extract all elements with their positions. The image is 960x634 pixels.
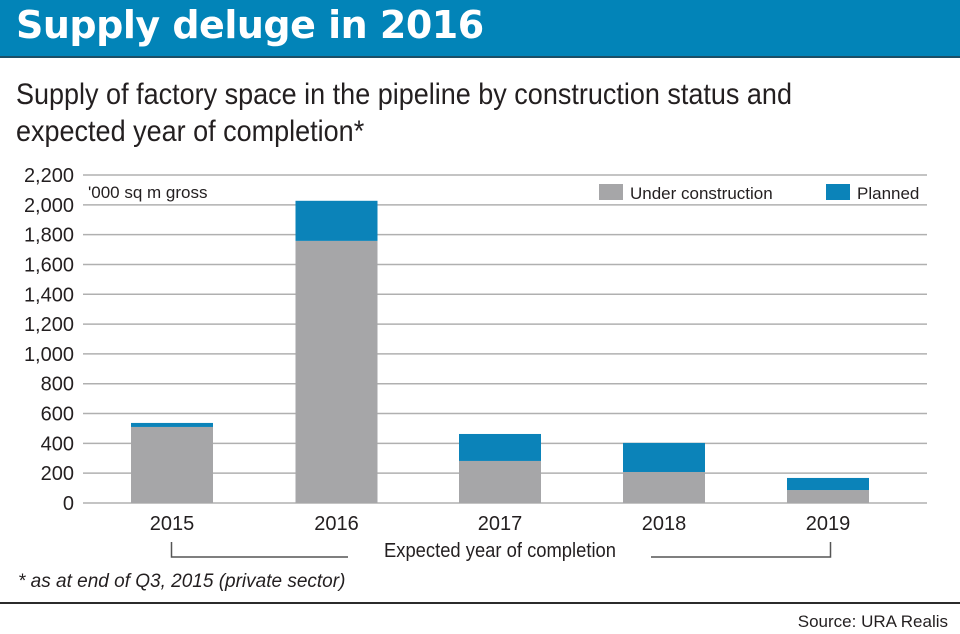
y-tick-label: 1,200 (24, 314, 74, 336)
bar-planned-2019 (787, 477, 869, 491)
x-tick-label: 2019 (806, 513, 851, 535)
x-tick-label: 2017 (478, 513, 523, 535)
legend: Under construction Planned (599, 184, 919, 203)
bar-under-construction-2017 (459, 460, 541, 503)
y-tick-label: 2,200 (24, 165, 74, 187)
y-tick-label: 1,400 (24, 284, 74, 306)
headline: Supply deluge in 2016 (16, 3, 484, 47)
legend-swatch-planned (826, 184, 850, 200)
bar-under-construction-2018 (623, 471, 705, 503)
bar-planned-2015 (131, 422, 213, 427)
bottom-rule (0, 602, 960, 604)
y-tick-label: 1,800 (24, 225, 74, 247)
y-tick-label: 0 (63, 493, 74, 515)
footnote: * as at end of Q3, 2015 (private sector) (18, 571, 346, 592)
source-credit: Source: URA Realis (797, 612, 948, 631)
bar-planned-2018 (623, 442, 705, 472)
unit-label: '000 sq m gross (88, 183, 207, 202)
x-axis-bracket: Expected year of completion (170, 540, 832, 562)
bracket-left (170, 542, 348, 558)
x-tick-label: 2018 (642, 513, 687, 535)
y-tick-labels: 0 200 400 600 800 1,000 1,200 1,400 1,600 1,800 2,… (24, 165, 74, 515)
y-tick-label: 600 (41, 404, 74, 426)
y-tick-label: 1,000 (24, 344, 74, 366)
bar-under-construction-2016 (295, 240, 378, 503)
stacked-bar-chart: 0 200 400 600 800 1,000 1,200 1,400 1,600 1,800 2,… (24, 165, 927, 562)
bar-under-construction-2015 (131, 426, 213, 503)
y-tick-label: 800 (41, 374, 74, 396)
legend-label-planned: Planned (857, 184, 919, 203)
y-tick-label: 2,000 (24, 195, 74, 217)
bars (131, 200, 869, 503)
y-tick-label: 200 (41, 463, 74, 485)
legend-swatch-under-construction (599, 184, 623, 200)
chart-subtitle: Supply of factory space in the pipeline … (16, 78, 792, 148)
y-tick-label: 400 (41, 433, 74, 455)
bar-under-construction-2019 (787, 490, 869, 503)
header-band: Supply deluge in 2016 (0, 0, 960, 58)
legend-label-under-construction: Under construction (630, 184, 773, 203)
bracket-right (651, 542, 832, 558)
bar-planned-2016 (295, 200, 378, 241)
x-tick-label: 2016 (314, 513, 359, 535)
x-tick-labels: 2015 2016 2017 2018 2019 (150, 513, 851, 535)
x-tick-label: 2015 (150, 513, 195, 535)
y-tick-label: 1,600 (24, 254, 74, 276)
x-axis-label: Expected year of completion (384, 540, 616, 562)
bar-planned-2017 (459, 433, 541, 461)
gridlines (83, 174, 927, 504)
